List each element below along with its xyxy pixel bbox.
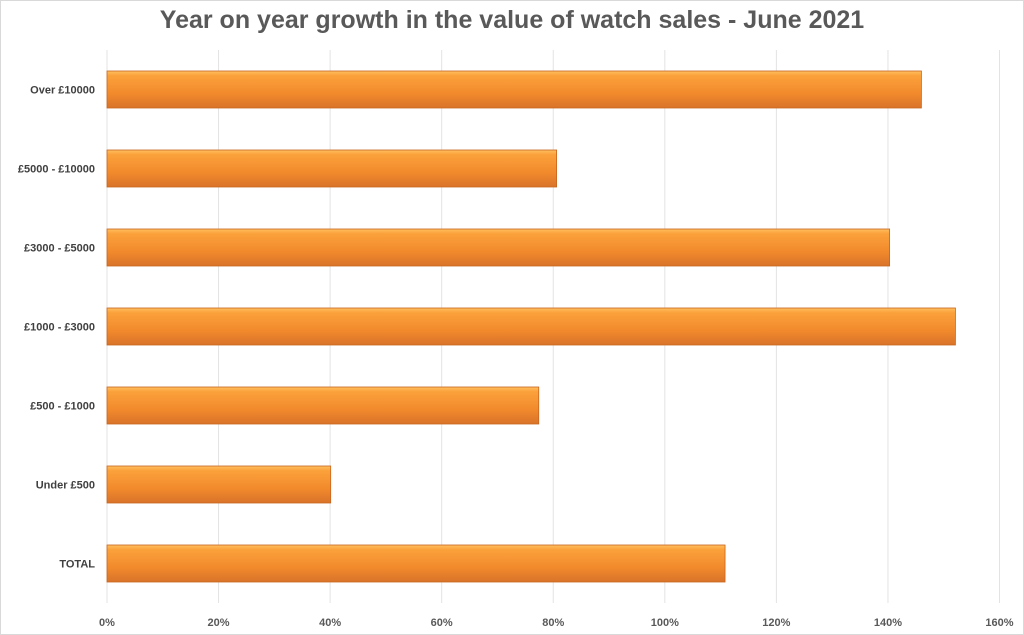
x-tick-label: 20%: [208, 617, 230, 629]
category-label: £5000 - £10000: [18, 164, 95, 176]
x-tick-label: 160%: [985, 617, 1013, 629]
bar: [106, 70, 922, 109]
bar: [106, 544, 726, 583]
category-label: TOTAL: [59, 559, 95, 571]
chart-title: Year on year growth in the value of watc…: [159, 6, 865, 34]
x-tick-label: 0%: [99, 617, 115, 629]
bar: [106, 149, 557, 188]
x-tick-label: 100%: [651, 617, 679, 629]
x-tick-label: 80%: [542, 617, 564, 629]
category-label: Over £10000: [30, 85, 95, 97]
bar: [106, 307, 956, 346]
bar: [106, 386, 540, 425]
x-tick-label: 40%: [319, 617, 341, 629]
bar: [106, 465, 332, 504]
category-label: £3000 - £5000: [24, 243, 95, 255]
x-tick-label: 140%: [874, 617, 902, 629]
x-tick-label: 60%: [431, 617, 453, 629]
category-label: £1000 - £3000: [24, 322, 95, 334]
category-label: £500 - £1000: [30, 401, 95, 413]
bar: [106, 228, 891, 267]
x-tick-label: 120%: [762, 617, 790, 629]
category-label: Under £500: [36, 480, 95, 492]
